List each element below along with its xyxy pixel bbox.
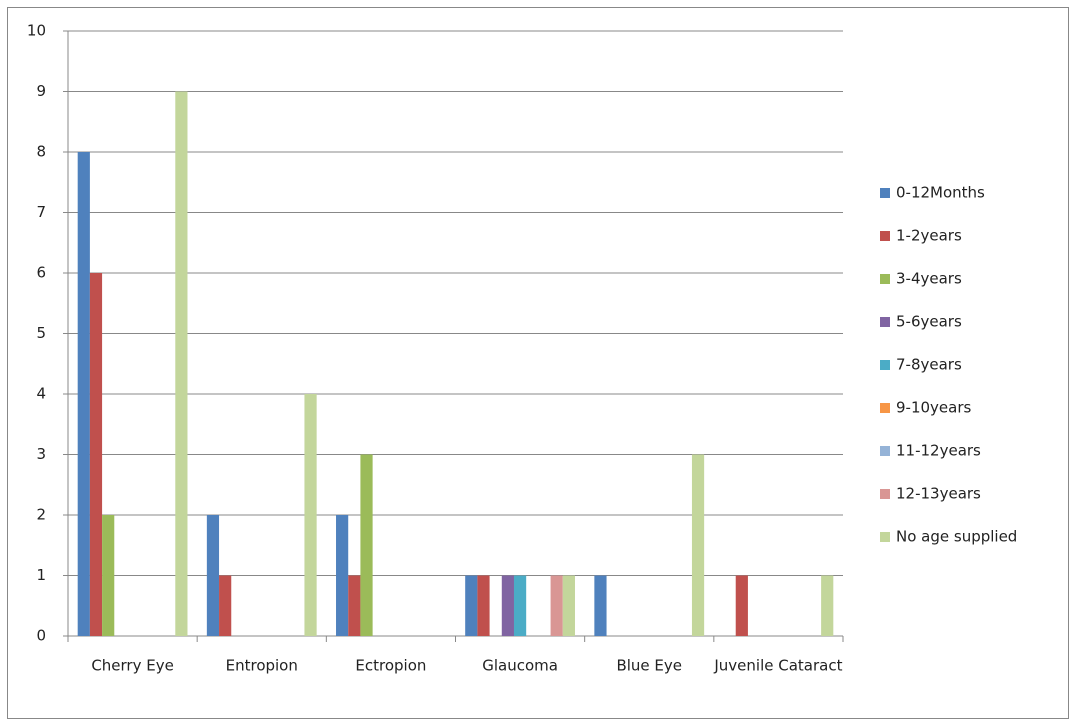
x-tick-label: Cherry Eye — [91, 657, 174, 675]
bar — [594, 575, 607, 636]
y-tick-label: 2 — [36, 506, 46, 524]
bar — [691, 454, 705, 636]
legend-swatch — [880, 317, 890, 327]
y-tick-label: 9 — [36, 82, 46, 100]
bar — [735, 575, 748, 636]
legend-label: 0-12Months — [896, 184, 985, 202]
legend-label: 9-10years — [896, 399, 972, 417]
legend-swatch — [880, 446, 890, 456]
bar — [77, 152, 90, 636]
bar — [102, 515, 115, 636]
bar — [562, 575, 575, 636]
x-tick-label: Entropion — [226, 657, 298, 675]
bar — [360, 454, 373, 636]
x-tick-label: Ectropion — [355, 657, 426, 675]
legend-label: 7-8years — [896, 356, 962, 374]
y-tick-label: 1 — [36, 566, 46, 584]
legend-swatch — [880, 403, 890, 413]
bar — [304, 394, 317, 636]
bar — [821, 575, 834, 636]
bar — [550, 575, 563, 636]
x-tick-label: Juvenile Cataract — [713, 657, 842, 675]
y-tick-label: 6 — [36, 264, 46, 282]
legend-label: 1-2years — [896, 227, 962, 245]
y-tick-label: 7 — [36, 203, 46, 221]
bar — [336, 515, 349, 636]
y-tick-label: 4 — [36, 385, 46, 403]
x-tick-label: Blue Eye — [616, 657, 682, 675]
y-tick-label: 10 — [27, 22, 46, 40]
legend-swatch — [880, 360, 890, 370]
y-tick-label: 0 — [36, 627, 46, 645]
x-tick-label: Glaucoma — [482, 657, 558, 675]
legend-label: 12-13years — [896, 485, 981, 503]
y-tick-label: 3 — [36, 445, 46, 463]
legend-swatch — [880, 188, 890, 198]
y-tick-label: 8 — [36, 143, 46, 161]
bar — [513, 575, 527, 636]
bar — [465, 575, 478, 636]
legend-label: 5-6years — [896, 313, 962, 331]
legend-label: No age supplied — [896, 528, 1017, 546]
legend-label: 11-12years — [896, 442, 981, 460]
bar — [348, 575, 361, 636]
y-tick-label: 5 — [36, 324, 46, 342]
legend-swatch — [880, 231, 890, 241]
bar — [501, 575, 514, 636]
bar — [206, 515, 220, 636]
legend-swatch — [880, 274, 890, 284]
bar — [477, 575, 490, 636]
bar — [175, 91, 188, 636]
legend-label: 3-4years — [896, 270, 962, 288]
bar — [89, 273, 103, 636]
bar — [219, 575, 232, 636]
legend-swatch — [880, 532, 890, 542]
legend-swatch — [880, 489, 890, 499]
